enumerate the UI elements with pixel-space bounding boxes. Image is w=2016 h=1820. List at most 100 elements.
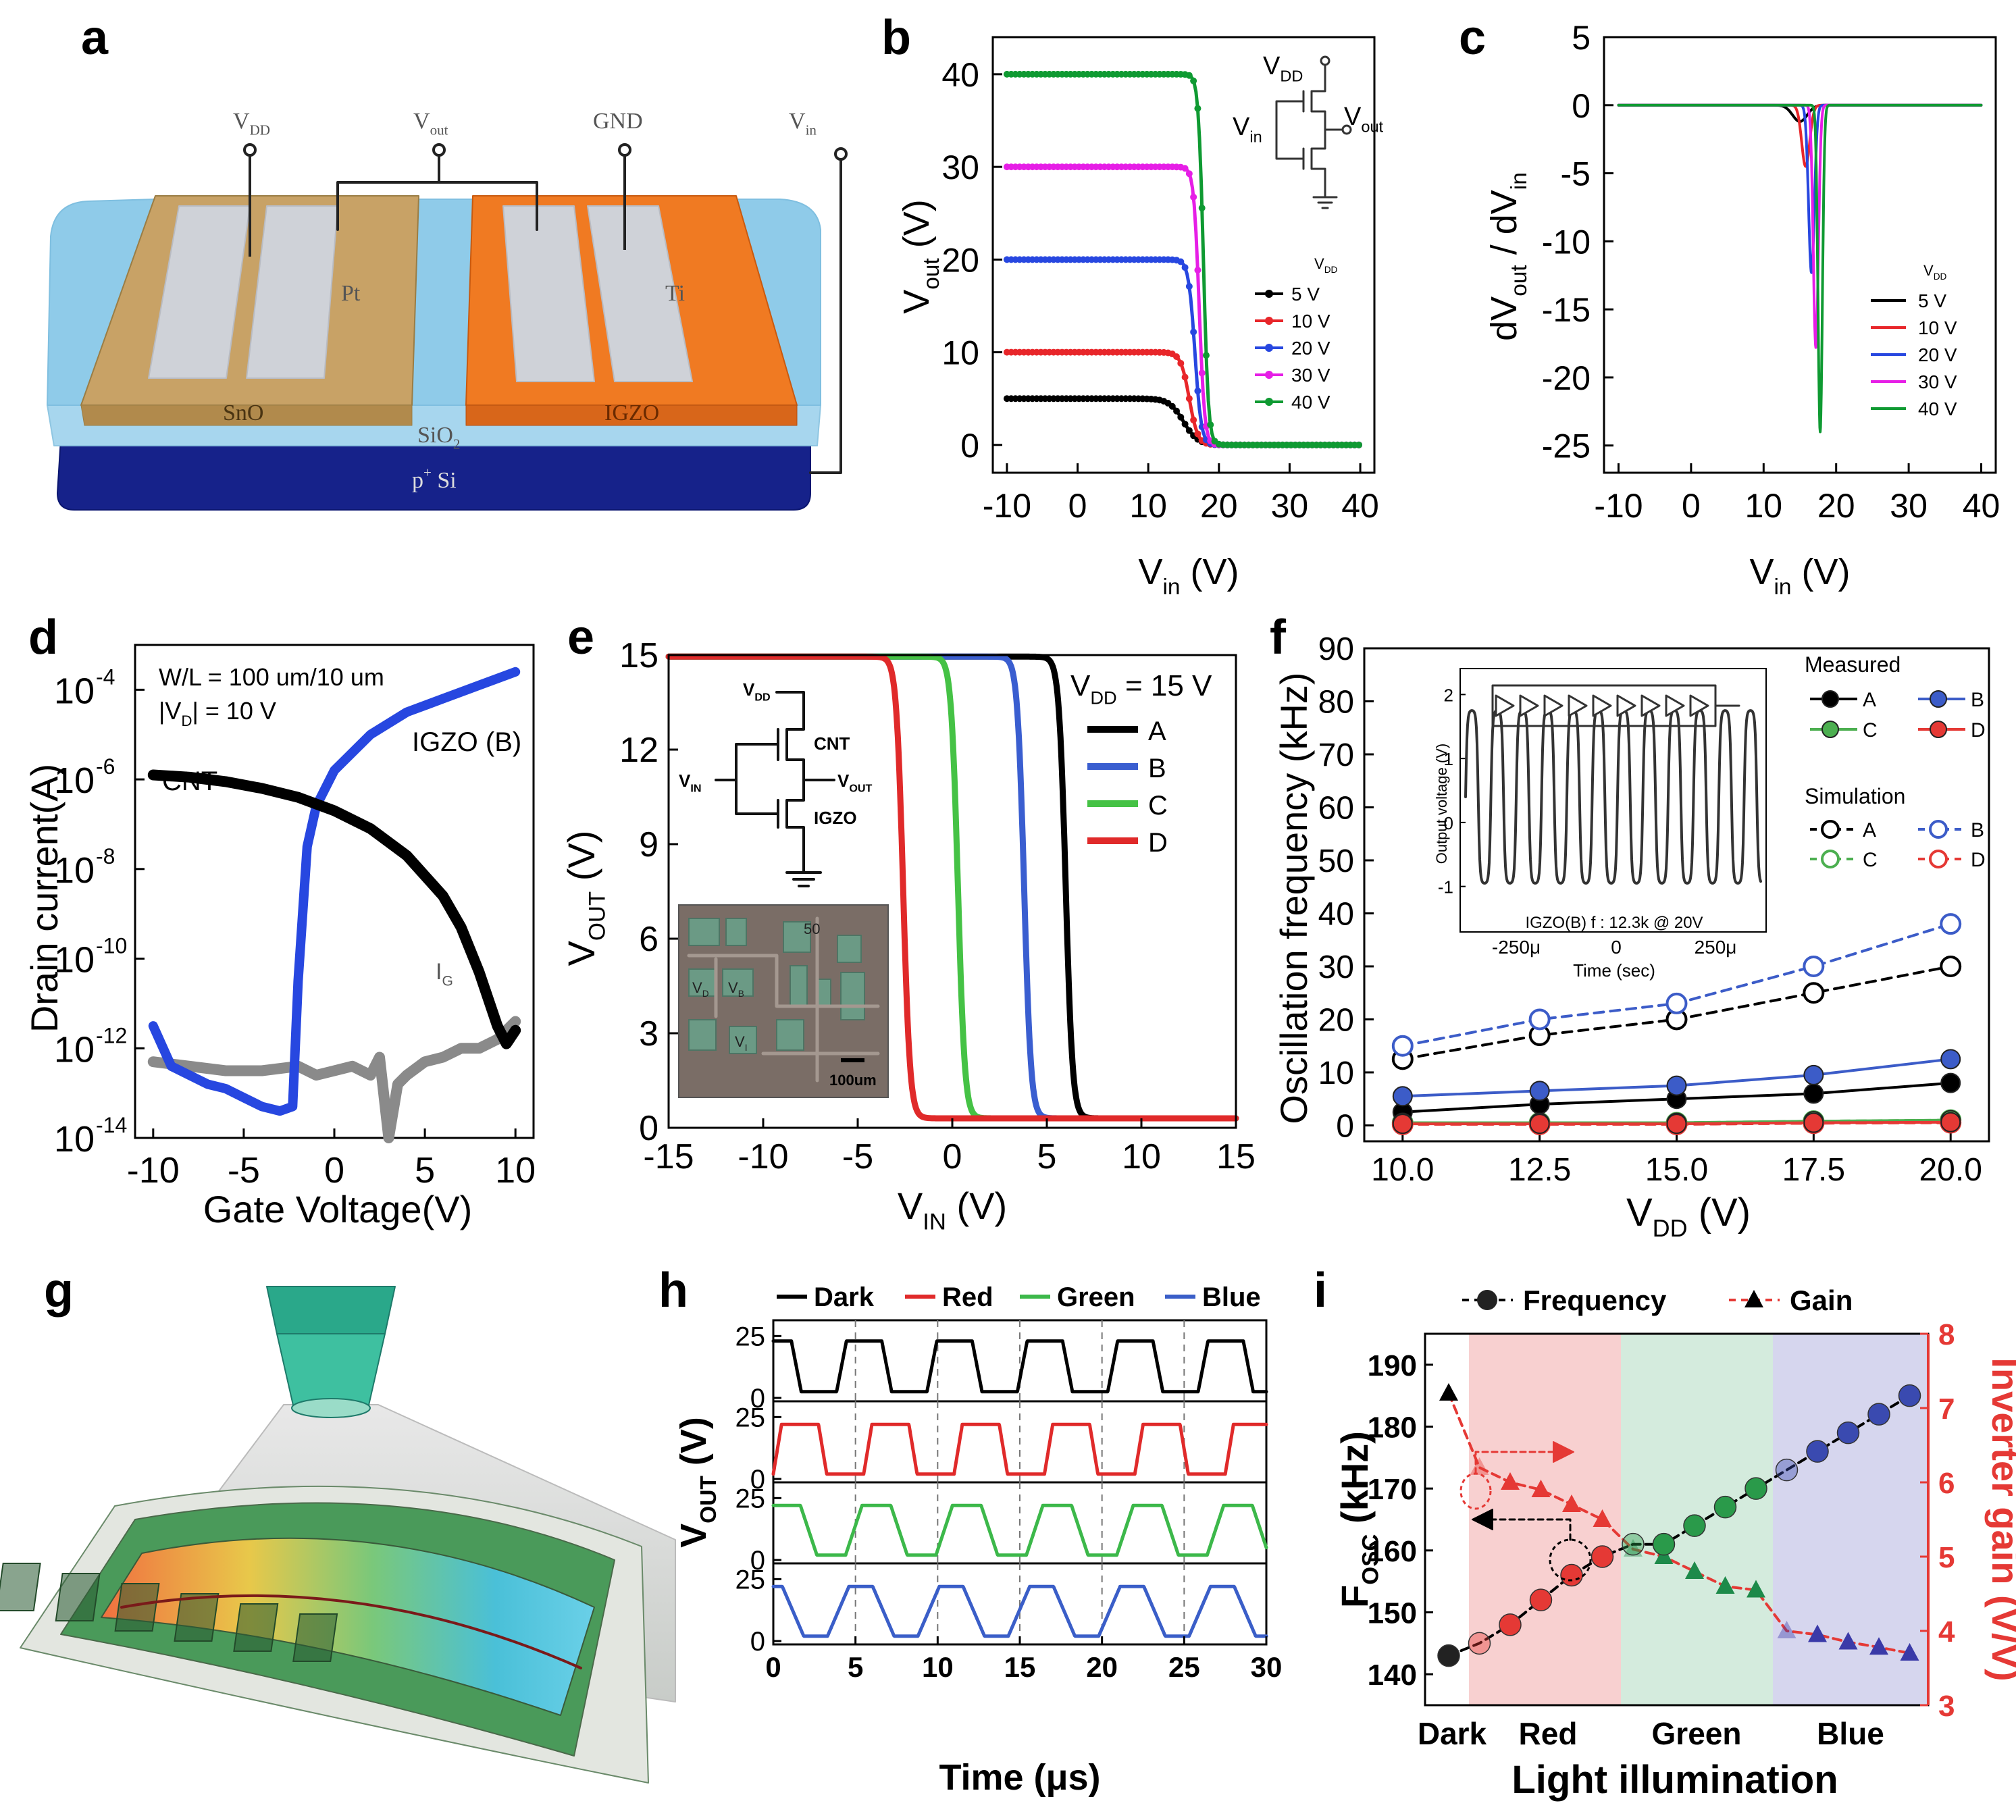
ring-inverter [1543,694,1563,717]
y-tick-label: 80 [1318,684,1354,720]
x-axis-label: VIN (V) [898,1185,1007,1235]
gain-arrowhead [1553,1441,1574,1463]
y-tick-label: 3 [639,1014,658,1054]
marker-20v [1181,264,1189,271]
y-tick-label: 60 [1318,790,1354,826]
vdd-label: VDD [233,109,270,138]
inset-y-tick: 0 [1444,813,1453,833]
legend-marker [1821,850,1840,868]
y-tick-label: 10 [54,850,95,891]
marker-5v [1185,427,1193,434]
inset-vin: VIN [679,771,701,794]
gain-marker [1439,1383,1458,1401]
y-tick-label: 40 [1318,896,1354,932]
panel-label-f: f [1270,610,1287,665]
measured-marker-B [1803,1064,1824,1085]
x-tick-label: -15 [643,1137,694,1176]
gain-marker [1777,1621,1797,1638]
x-tick-label: 10 [495,1150,536,1191]
x-tick-label: 5 [1037,1137,1057,1176]
marker-40v [1207,421,1214,429]
pt-label: Pt [341,281,361,306]
y-tick-label: 180 [1368,1411,1417,1445]
ring-inverter [1665,694,1685,717]
x-tick-label: 30 [1251,1651,1283,1683]
x-tick-label: 40 [1341,487,1379,525]
ring-wire [1491,684,1740,707]
gain-marker [1869,1637,1888,1655]
legend-label: Red [942,1282,993,1312]
marker-5v [1181,420,1189,427]
x-tick-label: 0 [324,1150,344,1191]
legend-label: 10 V [1918,317,1957,338]
legend-label: C [1148,791,1168,821]
y-tick-label: 50 [1318,843,1354,879]
legend-label: D [1971,719,1986,742]
waveform-Green [771,1503,1268,1557]
marker-10v [1190,416,1197,423]
x-tick-label: 20.0 [1919,1152,1982,1188]
legend-label: 10 V [1291,311,1330,332]
ig-curve [147,1016,521,1143]
frequency-marker [1560,1563,1583,1587]
freq-arrowhead [1472,1509,1493,1530]
inset-ground [1312,196,1338,209]
ring-inverter [1640,694,1661,717]
frequency-marker [1652,1532,1676,1556]
panel-label-g: g [44,1264,74,1318]
y2-tick-label: 4 [1938,1615,1955,1648]
legend-label: 5 V [1918,290,1946,311]
y-tick-exponent: -8 [96,844,115,868]
inset-y-tick: 2 [1444,685,1453,705]
p-si-label: p+ Si [412,465,457,493]
panel-label-b: b [881,11,911,65]
inset-vin: Vin [1233,113,1262,146]
y2-tick-label: 8 [1938,1318,1955,1351]
y-tick-exponent: -10 [96,934,127,958]
measured-marker-A [1803,1083,1824,1104]
marker-5v [1168,402,1176,410]
frequency-marker [1806,1440,1829,1463]
y-tick-label: -25 [1542,427,1591,465]
measured-marker-A [1940,1072,1961,1093]
panel-g-illustration [0,1286,676,1784]
panel-label-i: i [1314,1264,1327,1318]
x-tick-label: 10 [1744,487,1782,525]
vin-label: Vin [789,109,817,138]
legend-marker [1929,850,1948,868]
gain-marker [1685,1561,1704,1579]
micro-vi: VI [735,1033,747,1053]
measured-marker-B [1392,1086,1413,1107]
gain-line [1447,1392,1911,1655]
inset-ground [785,871,822,887]
ring-inverter [1495,694,1515,717]
inset-vdd: VDD [1263,52,1303,85]
legend-marker [1930,721,1947,738]
y-axis-label: Drain current(A) [23,764,66,1033]
y-axis-label: VOUT (V) [673,1417,721,1548]
y-tick-label: 0 [750,1465,765,1494]
pt-electrode-2 [246,205,338,379]
legend-marker [1929,820,1948,839]
micro-vb: VB [728,979,744,999]
igzo-label: IGZO [604,400,659,425]
y-tick-label: 0 [750,1384,765,1413]
legend-simulation-title: Simulation [1805,784,1905,808]
x-tick-label: 15 [1216,1137,1256,1176]
gain-marker [1531,1480,1551,1497]
frequency-marker [1437,1644,1460,1667]
inset-wires [715,728,835,829]
y-tick-label: 10 [54,1029,95,1070]
frequency-marker [1622,1532,1645,1556]
y-tick-label: 70 [1318,737,1354,773]
micro-scale-label: 100um [829,1072,877,1089]
inset-waveform [1464,709,1762,885]
circuit-cell [114,1583,160,1632]
legend-title: VDD [1923,262,1947,282]
plot-frame [1603,36,1997,474]
y-tick-label: -10 [1542,223,1591,261]
frequency-marker [1499,1613,1522,1636]
frequency-marker [1713,1495,1737,1519]
